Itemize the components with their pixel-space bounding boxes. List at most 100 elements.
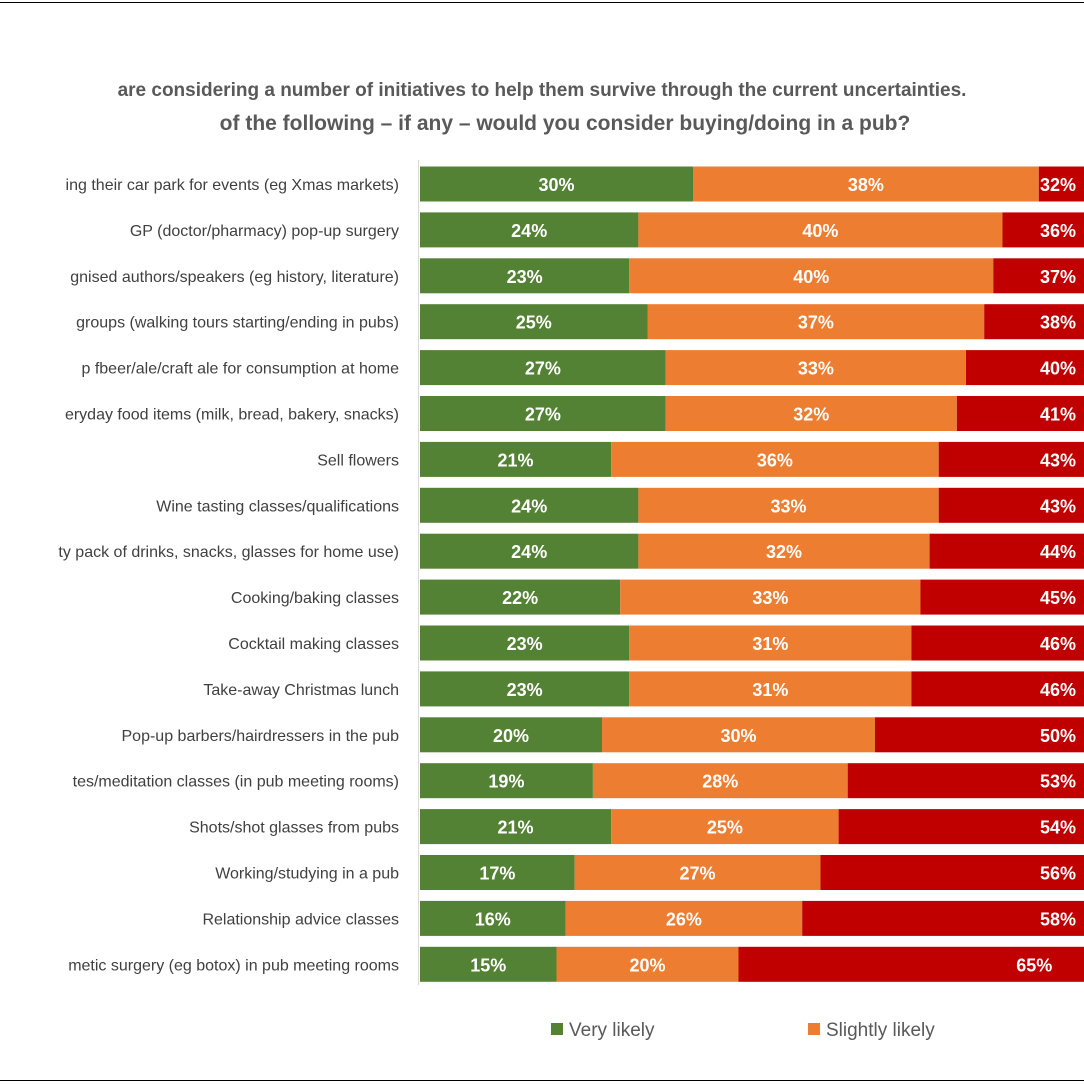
data-label: 43% — [1040, 496, 1076, 516]
data-label: 15% — [470, 955, 506, 975]
bar-segment-series-1 — [420, 946, 557, 982]
data-label: 37% — [798, 313, 834, 333]
bar-segment-series-1 — [420, 304, 648, 340]
data-label: 24% — [511, 496, 547, 516]
data-label: 25% — [707, 818, 743, 838]
data-label: 20% — [493, 726, 529, 746]
data-label: 40% — [793, 267, 829, 287]
category-label: ty pack of drinks, snacks, glasses for h… — [58, 544, 399, 561]
data-label: 38% — [848, 175, 884, 195]
category-label: tes/meditation classes (in pub meeting r… — [73, 774, 399, 791]
top-border — [0, 2, 1084, 3]
data-label: 24% — [511, 221, 547, 241]
data-label: 32% — [1040, 175, 1076, 195]
data-label: 43% — [1040, 450, 1076, 470]
data-label: 58% — [1040, 909, 1076, 929]
bar-segment-series-2 — [574, 855, 821, 890]
data-label: 31% — [752, 680, 788, 700]
bar-segment-series-2 — [693, 166, 1039, 202]
bar-segment-series-3 — [1002, 212, 1084, 248]
bar-segment-series-3 — [820, 855, 1084, 890]
bar-segment-series-3 — [875, 717, 1084, 753]
bar-segment-series-1 — [420, 258, 630, 294]
data-label: 50% — [1040, 726, 1076, 746]
data-label: 23% — [507, 267, 543, 287]
bar-segment-series-1 — [420, 441, 612, 477]
category-label: metic surgery (eg botox) in pub meeting … — [68, 957, 399, 974]
category-label: Cooking/baking classes — [231, 590, 399, 607]
bar-segment-series-2 — [556, 946, 739, 982]
category-label: ing their car park for events (eg Xmas m… — [66, 177, 399, 194]
data-label: 30% — [720, 726, 756, 746]
data-label: 65% — [1016, 955, 1052, 975]
category-label: p fbeer/ale/craft ale for consumption at… — [81, 361, 399, 378]
bar-segment-series-2 — [620, 579, 921, 615]
category-label: GP (doctor/pharmacy) pop-up surgery — [130, 223, 399, 240]
bar-segment-series-3 — [993, 258, 1084, 294]
data-label: 32% — [793, 405, 829, 425]
data-label: 40% — [802, 221, 838, 241]
bar-segment-series-1 — [420, 579, 621, 615]
bar-segment-series-3 — [956, 396, 1084, 431]
data-label: 46% — [1040, 680, 1076, 700]
bar-segment-series-1 — [420, 763, 593, 799]
category-label: Take-away Christmas lunch — [203, 682, 399, 699]
data-label: 25% — [516, 313, 552, 333]
data-label: 27% — [680, 864, 716, 884]
data-label: 23% — [507, 634, 543, 654]
legend-swatch — [808, 1023, 820, 1035]
bar-segment-series-2 — [647, 304, 985, 340]
data-label: 56% — [1040, 864, 1076, 884]
bar-segment-series-3 — [984, 304, 1084, 340]
data-label: 33% — [752, 588, 788, 608]
bar-segment-series-1 — [420, 166, 693, 202]
bar-segment-series-2 — [629, 671, 912, 707]
data-label: 30% — [538, 175, 574, 195]
bar-segment-series-1 — [420, 671, 630, 707]
category-label: Cocktail making classes — [228, 636, 399, 653]
bar-segment-series-1 — [420, 396, 666, 431]
data-label: 33% — [798, 359, 834, 379]
bar-segment-series-1 — [420, 350, 666, 386]
data-label: 19% — [488, 772, 524, 792]
bar-segment-series-3 — [911, 625, 1084, 661]
data-label: 32% — [766, 542, 802, 562]
bar-segment-series-3 — [1038, 166, 1084, 202]
bar-segment-series-2 — [611, 809, 839, 845]
chart-title-line-2: of the following – if any – would you co… — [220, 112, 911, 135]
data-label: 44% — [1040, 542, 1076, 562]
category-label: groups (walking tours starting/ending in… — [76, 315, 399, 332]
bar-segment-series-3 — [838, 809, 1084, 845]
data-label: 37% — [1040, 267, 1076, 287]
bar-segment-series-3 — [938, 487, 1084, 523]
data-label: 27% — [525, 405, 561, 425]
legend-label: Very likely — [569, 1020, 655, 1041]
bar-segment-series-2 — [592, 763, 848, 799]
bar-segment-series-1 — [420, 487, 639, 523]
data-label: 28% — [702, 772, 738, 792]
data-label: 21% — [498, 450, 534, 470]
bar-segment-series-3 — [920, 579, 1084, 615]
legend-label: Slightly likely — [826, 1020, 935, 1041]
chart-title-line-1: are considering a number of initiatives … — [118, 80, 967, 101]
category-label: gnised authors/speakers (eg history, lit… — [70, 269, 399, 286]
bar-segment-series-2 — [665, 396, 957, 431]
bar-segment-series-2 — [565, 900, 803, 936]
data-label: 23% — [507, 680, 543, 700]
bottom-border — [0, 1080, 1084, 1081]
category-label: Working/studying in a pub — [215, 866, 399, 883]
data-label: 53% — [1040, 772, 1076, 792]
data-label: 24% — [511, 542, 547, 562]
data-label: 21% — [498, 818, 534, 838]
bar-segment-series-2 — [638, 533, 930, 569]
bar-segment-series-1 — [420, 717, 602, 753]
data-label: 46% — [1040, 634, 1076, 654]
bar-segment-series-2 — [629, 258, 994, 294]
bar-segment-series-1 — [420, 625, 630, 661]
data-label: 26% — [666, 909, 702, 929]
bar-segment-series-3 — [911, 671, 1084, 707]
data-label: 36% — [757, 450, 793, 470]
category-label: Relationship advice classes — [202, 911, 399, 928]
bar-segment-series-3 — [938, 441, 1084, 477]
